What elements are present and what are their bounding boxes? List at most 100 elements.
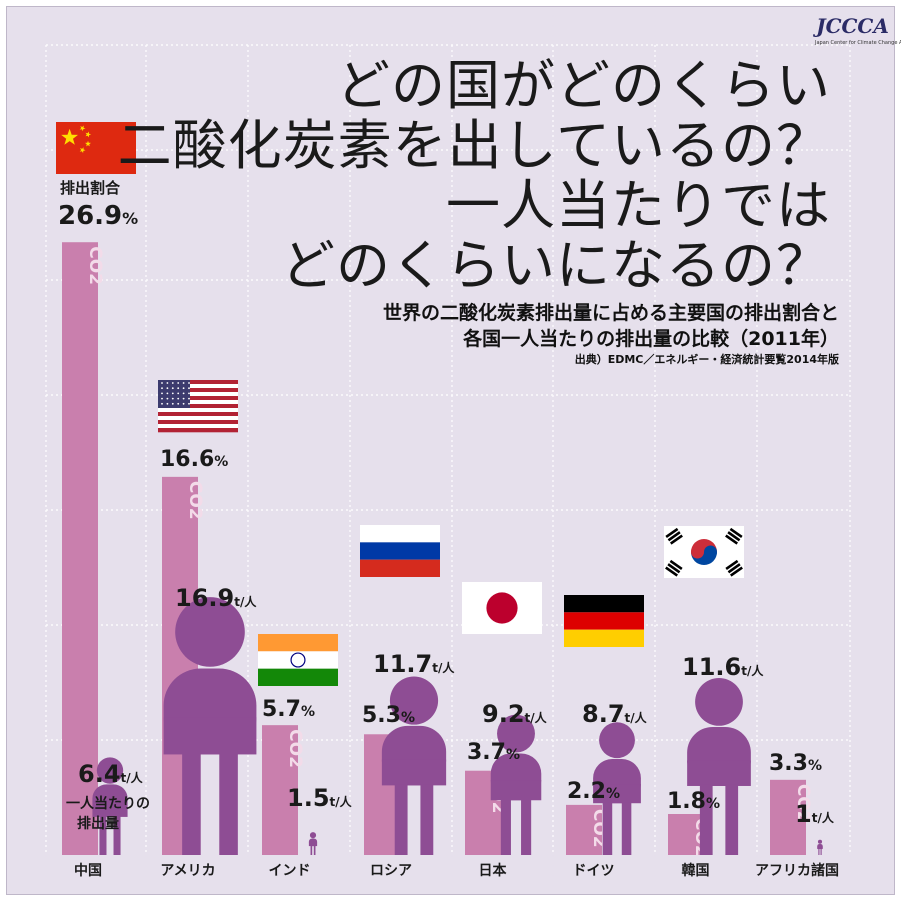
person-leg [621, 802, 632, 855]
flag-star [171, 397, 174, 400]
flag-trigram [665, 527, 679, 539]
flag-trigram [665, 566, 679, 577]
bar-co2-label: CO2 [285, 729, 305, 768]
flag-stripe [158, 396, 238, 401]
subtitle-line-1: 世界の二酸化炭素排出量に占める主要国の排出割合と [382, 302, 839, 324]
person-hip [163, 717, 257, 755]
person-leg [420, 784, 434, 855]
person-hip [687, 760, 751, 786]
category-label: アフリカ諸国 [755, 862, 839, 879]
usa-flag [158, 380, 238, 433]
russia-flag [360, 525, 440, 577]
person-figure [593, 722, 641, 855]
person-figure [381, 676, 447, 855]
person-leg [394, 784, 408, 855]
person-leg [818, 848, 820, 855]
china-flag [56, 122, 136, 174]
flag-canton [158, 380, 190, 408]
title-line-2: 二酸化炭素を出しているの？ [117, 114, 831, 177]
person-leg [820, 848, 822, 855]
flag-star [182, 397, 185, 400]
chart-frame [6, 6, 895, 895]
flag-band [258, 634, 338, 652]
flag-star [171, 382, 174, 384]
flag-stripe [158, 420, 238, 425]
flag-star [161, 402, 163, 405]
flag-star [166, 392, 169, 395]
flag-star [166, 382, 169, 384]
flag-band [564, 612, 644, 630]
title-line-1: どの国がどのくらい [336, 54, 831, 117]
person-figure [308, 832, 318, 855]
flag-stripe [158, 392, 238, 397]
person-head [817, 839, 823, 844]
person-hip [817, 846, 823, 850]
flag-trigram [667, 531, 681, 542]
flag-stripe [158, 380, 238, 385]
flag-trigram [729, 566, 743, 577]
share-bar [566, 804, 602, 855]
title-line-4: どのくらいになるの？ [281, 234, 831, 297]
germany-flag [564, 595, 644, 647]
flag-star [188, 392, 190, 395]
person-hip [490, 780, 542, 801]
jccca-logo: JCCCA Japan Center for Climate Change Ac… [815, 14, 901, 52]
person-leg [182, 753, 201, 855]
person-figure [817, 839, 823, 855]
flag-trigram [725, 559, 739, 571]
bar-co2-label: CO2 [85, 246, 105, 285]
flag-trigram [729, 527, 743, 539]
flag-star [166, 402, 169, 405]
person-leg [725, 784, 739, 855]
flag-trigram [667, 563, 681, 574]
person-figure [163, 597, 257, 855]
flag-stripe [158, 416, 238, 421]
person-head [96, 757, 124, 784]
person-leg [113, 815, 121, 855]
flag-stripe [158, 400, 238, 405]
flag-wheel [290, 652, 306, 668]
person-leg [521, 799, 532, 855]
flag-star [161, 392, 163, 395]
flag-star [85, 131, 92, 138]
flag-taeguk-blue [704, 545, 717, 559]
flag-band [360, 542, 440, 560]
share-bar [262, 725, 298, 855]
flag-stripe [158, 424, 238, 429]
person-hip [381, 759, 447, 786]
flag-star [182, 392, 185, 395]
flag-disc [486, 592, 518, 624]
flag-star [177, 397, 180, 400]
person-head [695, 678, 743, 726]
flag-stripe [158, 404, 238, 409]
person-figure [687, 678, 751, 855]
flag-stripe [158, 388, 238, 393]
share-caption: 排出割合 [60, 179, 121, 197]
flag-band [360, 525, 440, 543]
person-leg [313, 845, 316, 855]
category-label: ドイツ [573, 863, 615, 879]
flag-taeguk-red [691, 545, 704, 559]
category-label: 日本 [479, 862, 508, 879]
flag-star [79, 125, 86, 132]
flag-trigram [669, 534, 683, 545]
flag-trigram [727, 563, 741, 574]
flag-stripe [158, 384, 238, 389]
share-value-label: 3.7% [467, 740, 520, 765]
person-leg [219, 753, 238, 855]
flag-star [85, 140, 91, 147]
person-leg [310, 845, 313, 855]
person-hip [593, 784, 641, 804]
flag-star [79, 147, 86, 154]
person-leg [699, 784, 713, 855]
flag-star [188, 382, 190, 384]
flag-star [171, 402, 174, 405]
flag-trigram [725, 534, 739, 545]
person-leg [500, 799, 511, 855]
per-capita-caption-line-2: 排出量 [77, 815, 119, 832]
person-leg [99, 815, 107, 855]
share-value-label: 26.9% [58, 201, 138, 231]
flag-band [360, 559, 440, 577]
